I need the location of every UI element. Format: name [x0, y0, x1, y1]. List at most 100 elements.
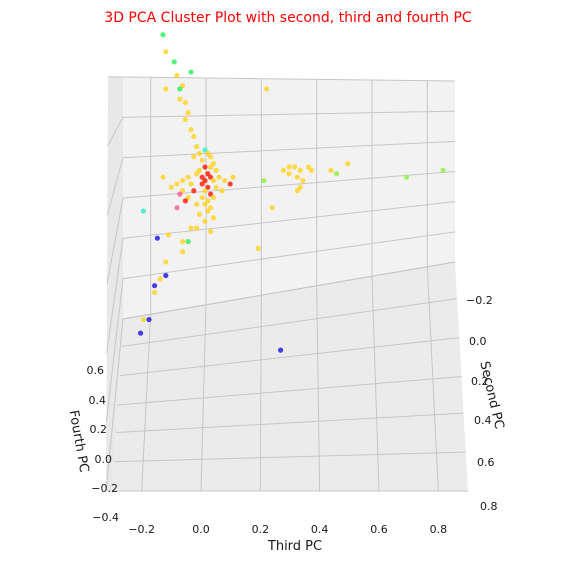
data-point [202, 188, 208, 194]
back-horizontal-gridline [122, 140, 456, 159]
data-point [140, 316, 146, 323]
data-point [334, 171, 340, 177]
data-point [191, 188, 197, 194]
scatter-points [138, 32, 446, 353]
data-point [196, 211, 202, 218]
x-tick-label: 0.2 [252, 523, 270, 536]
data-point [196, 150, 202, 157]
floor-pane [112, 262, 468, 491]
data-point [404, 174, 410, 180]
data-point [222, 177, 228, 184]
data-point [157, 276, 163, 282]
data-point [180, 177, 186, 184]
y-tick-label: 0.2 [471, 375, 489, 388]
data-point [140, 208, 146, 214]
data-point [163, 86, 169, 92]
data-point [213, 167, 219, 173]
side-gridline [106, 197, 124, 285]
chart-title: 3D PCA Cluster Plot with second, third a… [104, 10, 472, 26]
z-axis-ticks: −0.4 −0.2 0.0 0.2 0.4 0.6 [87, 364, 120, 524]
data-point [191, 133, 197, 140]
y-tick-label: −0.2 [466, 294, 493, 307]
data-point [182, 99, 188, 106]
x-tick-label: −0.2 [128, 523, 155, 536]
floor-horizontal-gridline [115, 412, 464, 434]
data-point [205, 208, 211, 214]
x-axis-ticks: −0.2 0.0 0.2 0.4 0.6 0.8 [128, 523, 447, 536]
data-point [261, 177, 267, 184]
data-point [163, 259, 169, 265]
data-point [182, 116, 188, 123]
data-point [177, 86, 183, 92]
floor-horizontal-gridline [119, 337, 460, 377]
data-point [202, 218, 208, 224]
x-tick-label: 0.6 [370, 523, 388, 536]
data-point [188, 225, 194, 231]
data-point [174, 205, 180, 211]
y-tick-label: 0.6 [477, 456, 495, 469]
data-point [208, 154, 214, 160]
x-axis-label: Third PC [267, 539, 322, 554]
data-point [219, 188, 225, 194]
data-point [146, 316, 152, 323]
data-point [177, 96, 183, 102]
data-point [208, 228, 214, 235]
data-point [180, 249, 186, 255]
data-point [269, 205, 275, 211]
data-point [202, 201, 208, 207]
back-horizontal-gridline [122, 110, 456, 118]
x-tick-label: 0.0 [192, 523, 210, 536]
data-point [208, 164, 214, 170]
data-point [328, 167, 334, 173]
data-point [308, 167, 314, 173]
data-point [199, 157, 205, 163]
data-point [152, 289, 158, 296]
data-point [138, 330, 144, 336]
data-point [160, 174, 166, 180]
side-gridline [105, 278, 124, 423]
side-gridline [106, 238, 124, 354]
back-horizontal-gridline [122, 231, 456, 280]
data-point [171, 59, 177, 65]
data-point [199, 194, 205, 201]
data-point [168, 184, 174, 190]
data-point [185, 110, 191, 116]
y-tick-label: 0.8 [480, 500, 498, 513]
data-point [194, 225, 200, 231]
data-point [174, 72, 180, 79]
data-point [154, 235, 160, 241]
data-point [174, 181, 180, 187]
data-point [280, 167, 286, 173]
data-point [294, 188, 300, 194]
x-tick-label: 0.8 [430, 523, 448, 536]
z-tick-label: 0.6 [87, 364, 105, 377]
z-tick-label: −0.4 [92, 511, 119, 524]
data-point [210, 194, 216, 201]
data-point [199, 181, 205, 187]
y-axis-ticks: −0.2 0.0 0.2 0.4 0.6 0.8 [466, 294, 498, 513]
data-point [191, 154, 197, 160]
side-gridline [106, 157, 124, 216]
data-point [264, 86, 270, 92]
z-axis-label: Fourth PC [66, 409, 92, 474]
data-point [194, 171, 200, 177]
data-point [188, 127, 194, 133]
floor-horizontal-gridline [113, 451, 466, 463]
side-gridline [105, 318, 124, 492]
floor-horizontal-gridline [117, 376, 462, 406]
data-point [163, 49, 169, 55]
data-point [185, 238, 191, 245]
data-point [227, 181, 233, 187]
data-point [345, 161, 351, 167]
data-point [202, 164, 208, 170]
z-tick-label: 0.4 [89, 394, 107, 407]
data-point [292, 164, 298, 170]
data-point [152, 283, 158, 289]
data-point [294, 174, 300, 180]
data-point [194, 144, 200, 150]
data-point [194, 201, 200, 207]
z-tick-label: 0.2 [90, 423, 108, 436]
data-point [278, 347, 284, 353]
data-point [297, 167, 303, 173]
